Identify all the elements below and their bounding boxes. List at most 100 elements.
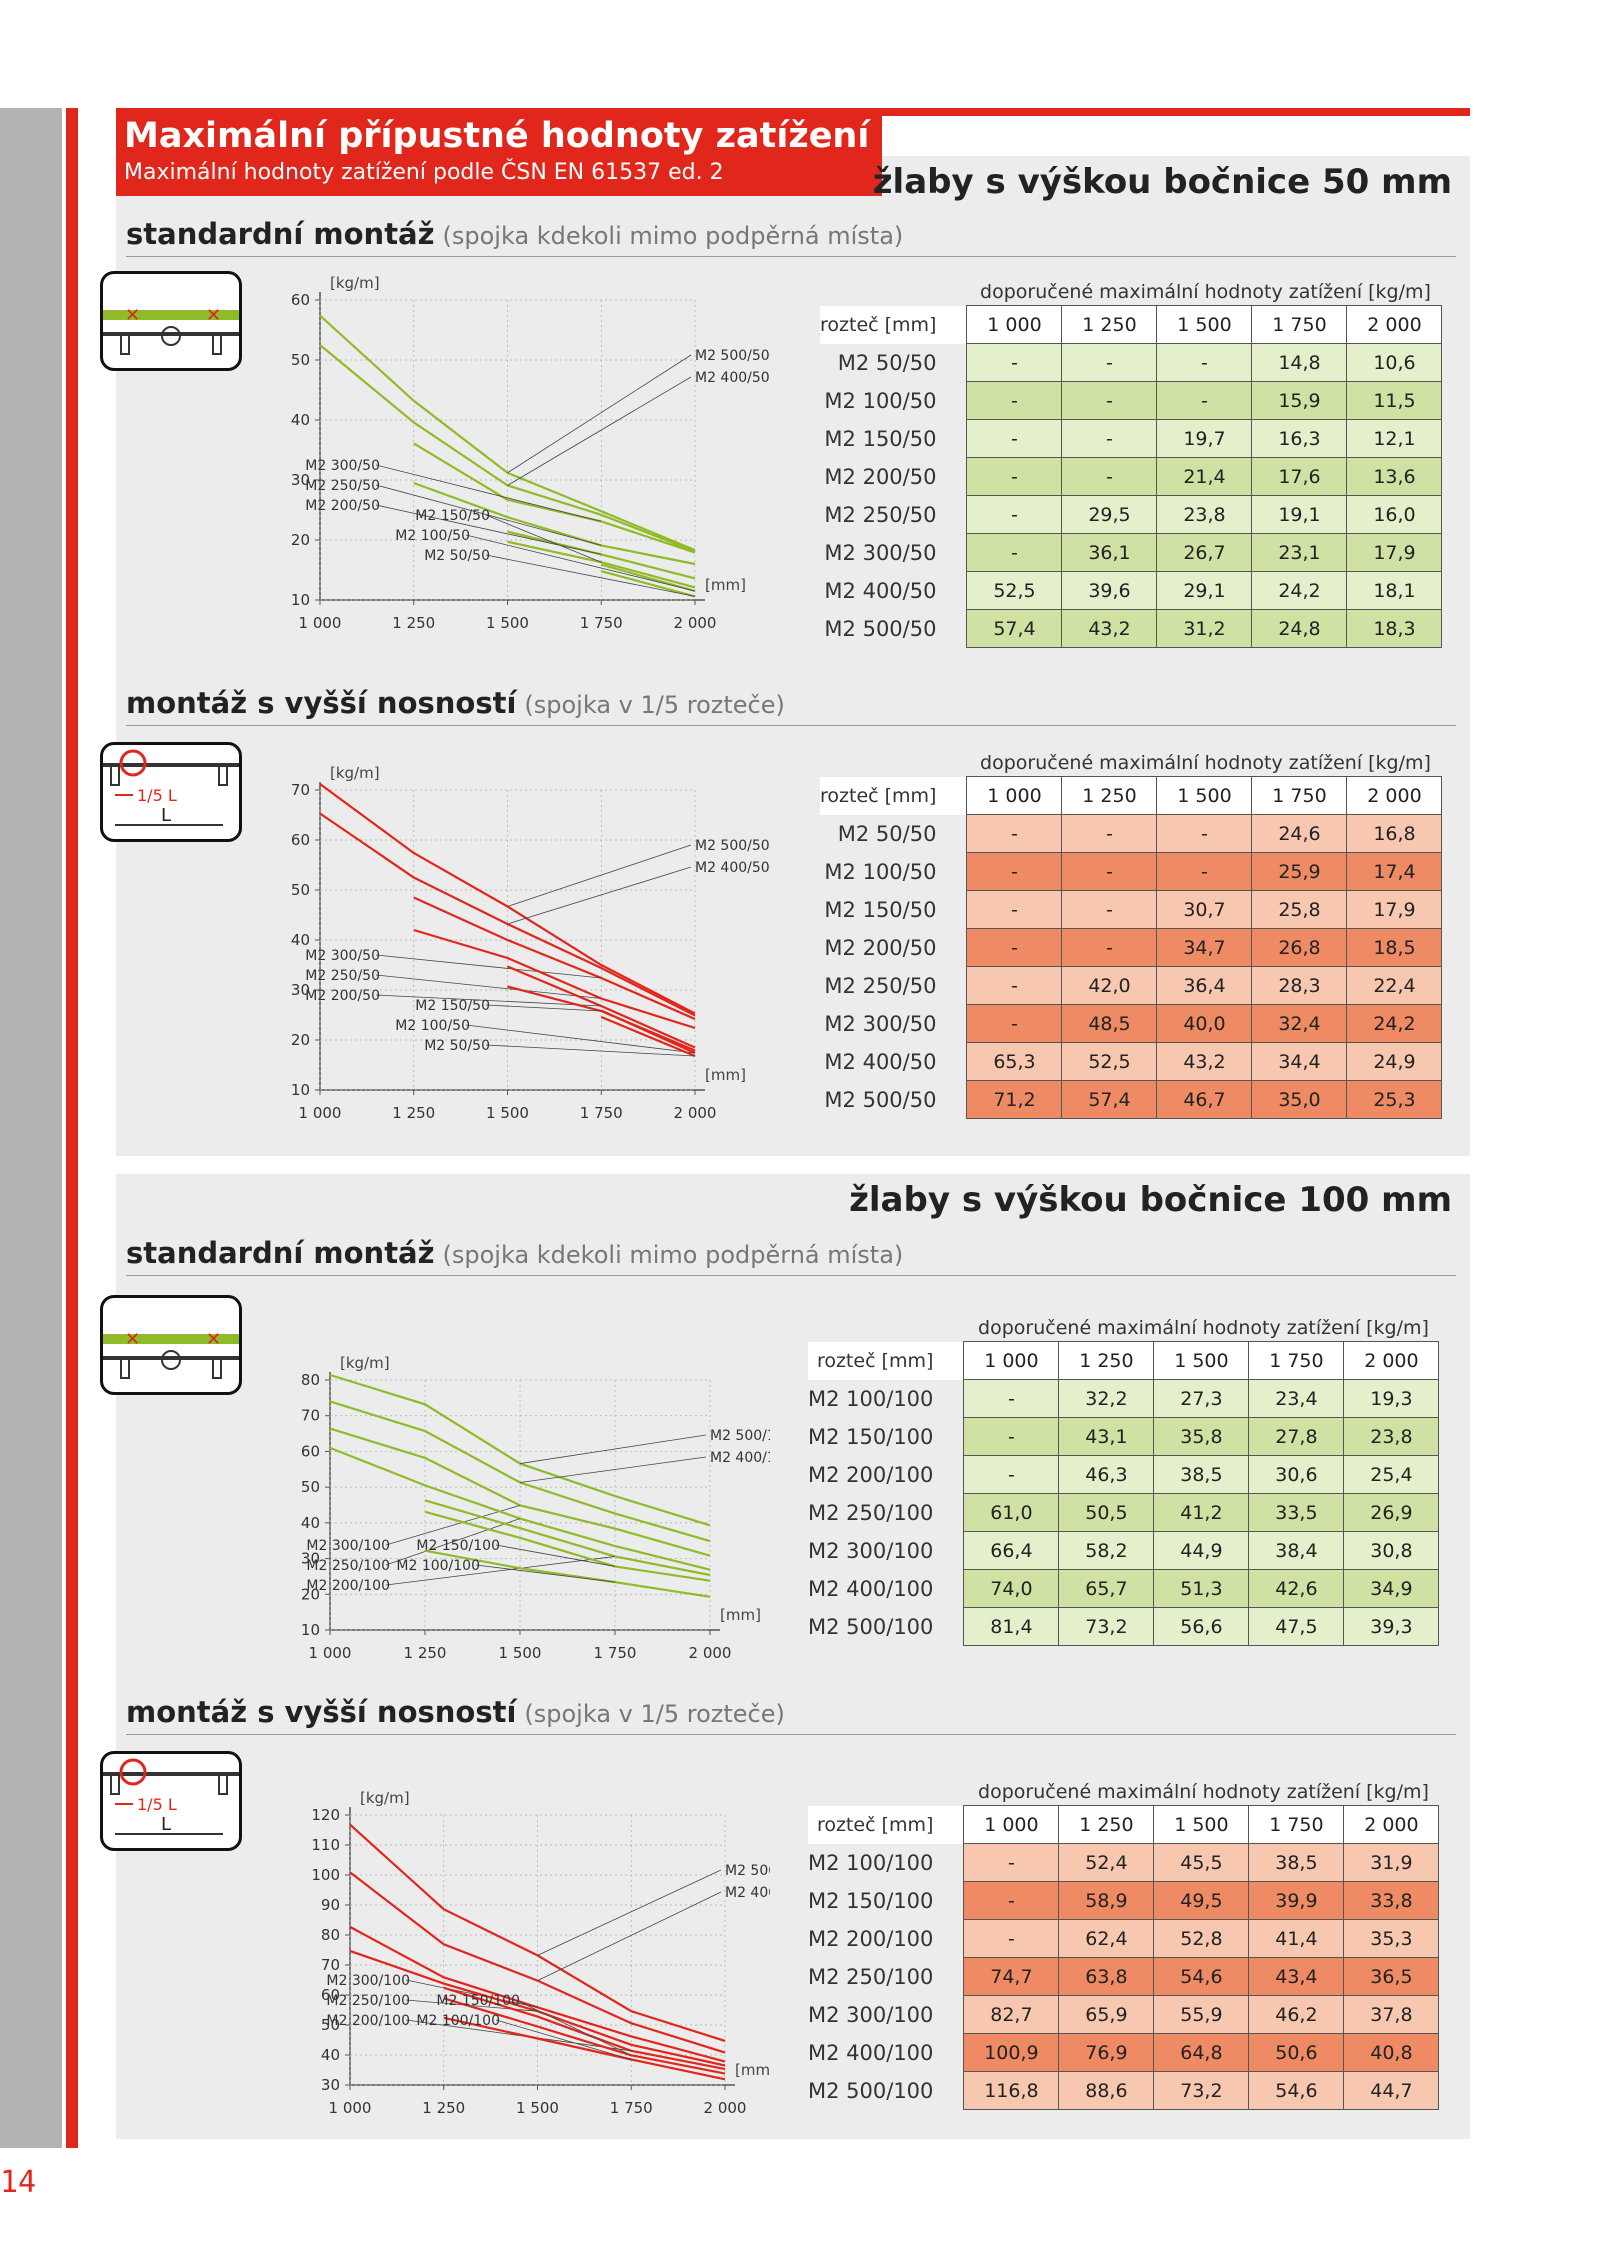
page-number: 14: [0, 2165, 37, 2200]
table-cell: 23,8: [1156, 495, 1253, 534]
x-tick-label: 2 000: [674, 614, 717, 632]
table-cell: -: [1061, 457, 1158, 496]
table-cell: 64,8: [1153, 2033, 1250, 2072]
series-label: M2 300/100: [306, 1538, 390, 1554]
series-label: M2 250/50: [305, 968, 380, 984]
table-cell: -: [1061, 814, 1158, 853]
table-cell: 23,8: [1343, 1417, 1440, 1456]
series-label: M2 250/50: [305, 478, 380, 494]
series-line: [413, 442, 696, 554]
table-cell: 43,2: [1156, 1042, 1253, 1081]
label-leader: [475, 1564, 616, 1583]
table-cell: 17,9: [1346, 533, 1443, 572]
svg-text:1/5 L: 1/5 L: [137, 786, 177, 805]
table-cell: 58,2: [1058, 1531, 1155, 1570]
x-tick-label: 1 250: [422, 2099, 465, 2117]
section-title-100: žlaby s výškou bočnice 100 mm: [849, 1180, 1452, 1220]
table-cell: 29,1: [1156, 571, 1253, 610]
table-cell: 16,3: [1251, 419, 1348, 458]
table-cell: -: [966, 457, 1063, 496]
table-cell: 25,8: [1251, 890, 1348, 929]
label-leader: [537, 1869, 722, 1956]
x-tick-label: 1 750: [594, 1644, 637, 1662]
row-label: M2 500/100: [808, 1614, 934, 1639]
y-tick-label: 50: [291, 351, 310, 369]
table-cell: 46,2: [1248, 1995, 1345, 2034]
y-unit-label: [kg/m]: [330, 764, 380, 782]
series-line: [349, 1925, 726, 2063]
x-tick-label: 1 000: [299, 614, 342, 632]
series-label: M2 500/50: [695, 348, 770, 364]
series-line: [424, 1549, 711, 1598]
y-tick-label: 30: [291, 981, 310, 999]
row-header-label: rozteč [mm]: [808, 1805, 964, 1844]
high-heading-100: montáž s vyšší nosností (spojka v 1/5 roz…: [126, 1695, 785, 1729]
table-cell: -: [966, 419, 1063, 458]
table-cell: -: [1156, 381, 1253, 420]
table-row: M2 50/50- - -14,8 10,6: [820, 343, 1443, 382]
table-cell: 41,4: [1248, 1919, 1345, 1958]
row-header-label: rozteč [mm]: [808, 1341, 964, 1380]
table-row: M2 200/100 -46,3 38,5 30,6 25,4: [808, 1455, 1440, 1494]
table-cell: 36,5: [1343, 1957, 1440, 1996]
x-tick-label: 1 250: [392, 1104, 435, 1122]
column-header: 2 000: [1346, 305, 1443, 344]
table-cell: 30,8: [1343, 1531, 1440, 1570]
label-leader: [385, 1504, 521, 1546]
row-label: M2 300/50: [824, 540, 937, 565]
table-cell: 74,7: [963, 1957, 1060, 1996]
y-tick-label: 70: [291, 781, 310, 799]
row-label: M2 400/50: [824, 578, 937, 603]
table-row: M2 400/100 74,0 65,7 51,3 42,6 34,9: [808, 1569, 1440, 1608]
table-cell: 61,0: [963, 1493, 1060, 1532]
table-cell: 76,9: [1058, 2033, 1155, 2072]
table-cell: 44,7: [1343, 2071, 1440, 2110]
series-label: M2 150/50: [415, 998, 490, 1014]
series-label: M2 300/50: [305, 458, 380, 474]
standard-mount-icon: ✕ ✕: [100, 1295, 242, 1395]
table-cell: -: [966, 343, 1063, 382]
table-cell: -: [1061, 852, 1158, 891]
table-row: M2 400/50 52,5 39,6 29,1 24,2 18,1: [820, 571, 1443, 610]
table-cell: 63,8: [1058, 1957, 1155, 1996]
y-tick-label: 70: [321, 1956, 340, 1974]
x-tick-label: 1 000: [309, 1644, 352, 1662]
page-edge-strip: [0, 108, 62, 2148]
series-label: M2 500/100: [725, 1863, 770, 1879]
table-cell: 45,5: [1153, 1843, 1250, 1882]
load-table-std-50: rozteč [mm] 1 000 1 250 1 500 1 750 2 000 M2 5…: [820, 305, 1443, 648]
series-label: M2 100/100: [396, 1558, 480, 1574]
series-line: [349, 1823, 726, 2042]
label-leader: [375, 504, 602, 555]
table-cell: 38,5: [1153, 1455, 1250, 1494]
series-line: [329, 1446, 711, 1571]
series-label: M2 300/100: [326, 1973, 410, 1989]
table-cell: -: [1061, 381, 1158, 420]
table-cell: 10,6: [1346, 343, 1443, 382]
table-row: M2 200/50- -34,7 26,8 18,5: [820, 928, 1443, 967]
table-cell: 19,7: [1156, 419, 1253, 458]
column-header: 2 000: [1343, 1805, 1440, 1844]
table-cell: 49,5: [1153, 1881, 1250, 1920]
row-label: M2 400/100: [808, 2040, 934, 2065]
row-label: M2 500/50: [824, 616, 937, 641]
row-label: M2 500/100: [808, 2078, 934, 2103]
row-label: M2 250/50: [824, 973, 937, 998]
table-cell: 19,3: [1343, 1379, 1440, 1418]
label-leader: [375, 484, 602, 546]
series-line: [443, 1997, 726, 2075]
column-header: 1 500: [1153, 1805, 1250, 1844]
x-tick-label: 1 750: [580, 614, 623, 632]
load-table-std-100: rozteč [mm] 1 000 1 250 1 500 1 750 2 000 M2 1…: [808, 1341, 1440, 1646]
row-label: M2 300/50: [824, 1011, 937, 1036]
series-line: [424, 1510, 711, 1582]
line-chart-std-100: 10 20 30 40 50 60 70 80 1 000 1 250 1 500 1 750 2 00…: [301, 1354, 770, 1662]
table-cell: -: [966, 852, 1063, 891]
table-cell: -: [963, 1843, 1060, 1882]
high-heading-50: montáž s vyšší nosností (spojka v 1/5 roz…: [126, 686, 785, 720]
y-tick-label: 110: [311, 1836, 340, 1854]
table-header-row: rozteč [mm] 1 000 1 250 1 500 1 750 2 000: [820, 776, 1443, 815]
table-cell: 57,4: [966, 609, 1063, 648]
row-label: M2 100/100: [808, 1850, 934, 1875]
